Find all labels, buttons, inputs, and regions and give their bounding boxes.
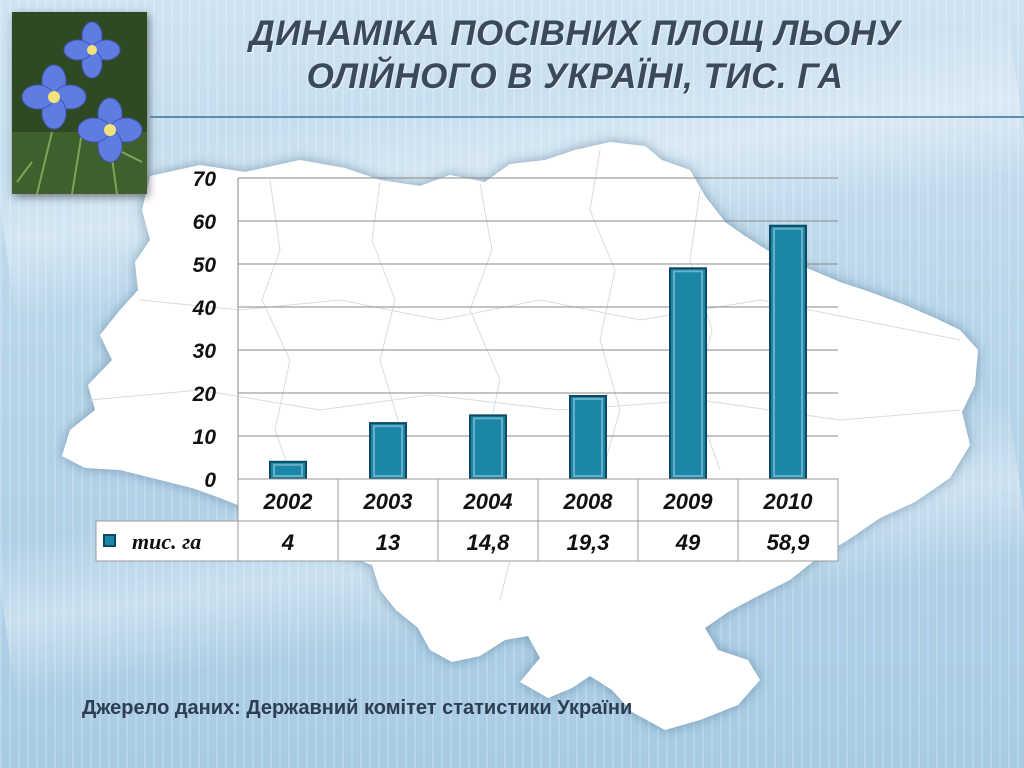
bar-2004 <box>469 414 507 480</box>
bar-2008 <box>569 395 607 481</box>
y-tick-label: 70 <box>193 168 217 191</box>
y-tick-label: 20 <box>192 383 217 406</box>
source-note: Джерело даних: Державний комітет статист… <box>82 697 633 719</box>
data-value-label: 14,8 <box>467 530 511 555</box>
bar-2002 <box>269 460 307 480</box>
legend-series-name: тис. га <box>132 529 201 554</box>
bar <box>469 414 507 480</box>
slide-title-line-1: ДИНАМІКА ПОСІВНИХ ПЛОЩ ЛЬОНУ <box>249 14 901 53</box>
data-value-label: 58,9 <box>767 530 811 555</box>
bar-bevel <box>773 227 803 477</box>
legend-swatch <box>103 534 116 547</box>
y-tick-label: 0 <box>204 469 216 492</box>
x-category-label: 2003 <box>363 489 413 514</box>
bar-bevel <box>273 463 303 477</box>
bar-bevel <box>373 425 403 478</box>
bar <box>669 267 707 480</box>
bar <box>769 224 807 480</box>
bar-2003 <box>369 422 407 481</box>
bar <box>569 395 607 481</box>
y-tick-label: 10 <box>193 426 217 449</box>
bar-bevel <box>573 398 603 478</box>
x-category-label: 2002 <box>263 489 314 514</box>
data-value-label: 49 <box>675 530 701 555</box>
data-value-label: 19,3 <box>567 530 610 555</box>
y-tick-label: 60 <box>193 211 217 234</box>
table-value-row <box>95 520 839 562</box>
bar-bevel <box>673 270 703 477</box>
slide-title: ДИНАМІКА ПОСІВНИХ ПЛОЩ ЛЬОНУ ОЛІЙНОГО В … <box>180 12 970 98</box>
bar <box>369 422 407 481</box>
y-axis-tick-labels: 0 10 20 30 40 50 60 70 <box>192 168 217 492</box>
chart-bars <box>269 224 807 481</box>
x-category-label: 2009 <box>663 489 714 514</box>
flax-flowers-photo <box>12 12 147 194</box>
chart-gridlines <box>237 177 838 480</box>
x-category-label: 2008 <box>563 489 614 514</box>
data-value-label: 13 <box>376 530 400 555</box>
bar-2010 <box>769 224 807 480</box>
y-tick-label: 30 <box>193 340 217 363</box>
title-divider <box>150 116 1024 118</box>
slide-title-line-2: ОЛІЙНОГО В УКРАЇНІ, ТИС. ГА <box>306 57 844 96</box>
y-tick-label: 50 <box>193 254 217 277</box>
flax-flower-icon <box>12 12 147 194</box>
chart-data-table: 2002 4 2003 13 2004 14,8 2008 19,3 2009 49 2010 58,… <box>95 478 839 562</box>
x-category-label: 2004 <box>463 489 513 514</box>
y-tick-label: 40 <box>192 297 217 320</box>
bar-2009 <box>669 267 707 480</box>
bar-bevel <box>473 417 503 477</box>
x-category-label: 2010 <box>763 489 814 514</box>
data-value-label: 4 <box>281 530 294 555</box>
